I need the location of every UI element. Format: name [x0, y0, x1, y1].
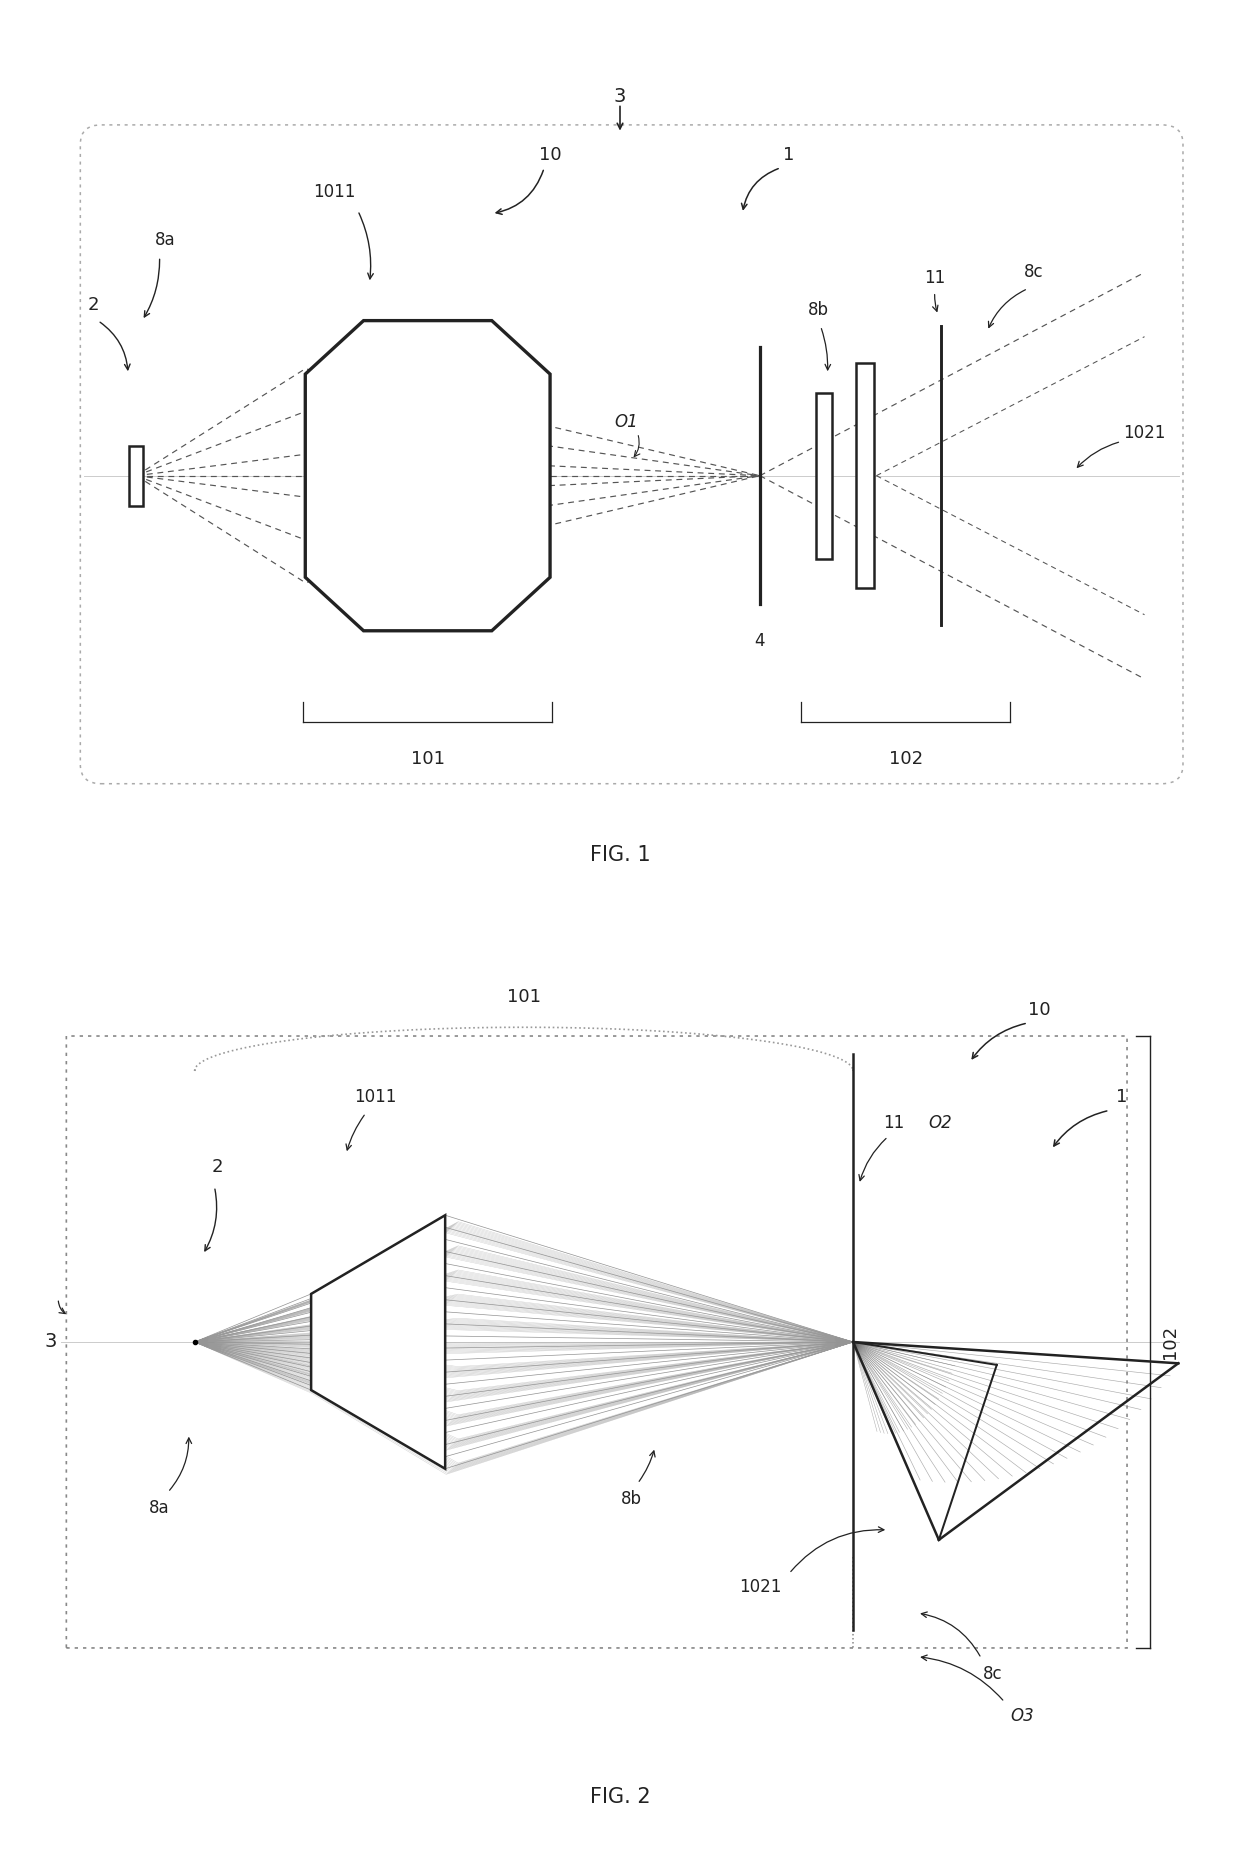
Text: 1021: 1021 [1123, 424, 1166, 443]
Text: 1011: 1011 [314, 184, 356, 201]
Text: 2: 2 [212, 1159, 223, 1176]
Bar [129, 446, 144, 506]
Text: 10: 10 [1028, 1001, 1052, 1019]
Text: 8c: 8c [983, 1665, 1003, 1683]
Text: FIG. 1: FIG. 1 [590, 844, 650, 865]
Text: FIG. 2: FIG. 2 [590, 1787, 650, 1806]
Polygon shape [311, 1215, 445, 1469]
Text: O2: O2 [929, 1114, 952, 1133]
Text: 8a: 8a [155, 231, 176, 249]
Bar [856, 363, 873, 588]
Polygon shape [305, 320, 551, 631]
Text: 102: 102 [889, 750, 923, 768]
Text: 11: 11 [883, 1114, 904, 1133]
Text: 8a: 8a [149, 1499, 170, 1518]
Text: 1: 1 [784, 145, 795, 164]
Text: 1: 1 [1116, 1088, 1127, 1107]
Text: 3: 3 [614, 87, 626, 106]
Text: 101: 101 [507, 988, 541, 1006]
Text: O3: O3 [1011, 1707, 1034, 1724]
Text: 2: 2 [87, 296, 99, 314]
Text: 11: 11 [924, 270, 945, 286]
Text: 8c: 8c [1024, 264, 1044, 281]
Text: 1021: 1021 [739, 1577, 781, 1596]
Text: 101: 101 [410, 750, 445, 768]
Text: 3: 3 [45, 1332, 57, 1352]
Text: 10: 10 [538, 145, 562, 164]
Text: 8b: 8b [807, 301, 828, 318]
Bar [816, 392, 832, 560]
Text: 4: 4 [755, 632, 765, 651]
Text: O1: O1 [614, 413, 637, 432]
Text: 1011: 1011 [355, 1088, 397, 1107]
Text: 102: 102 [1161, 1324, 1179, 1360]
Text: 8b: 8b [621, 1490, 642, 1508]
